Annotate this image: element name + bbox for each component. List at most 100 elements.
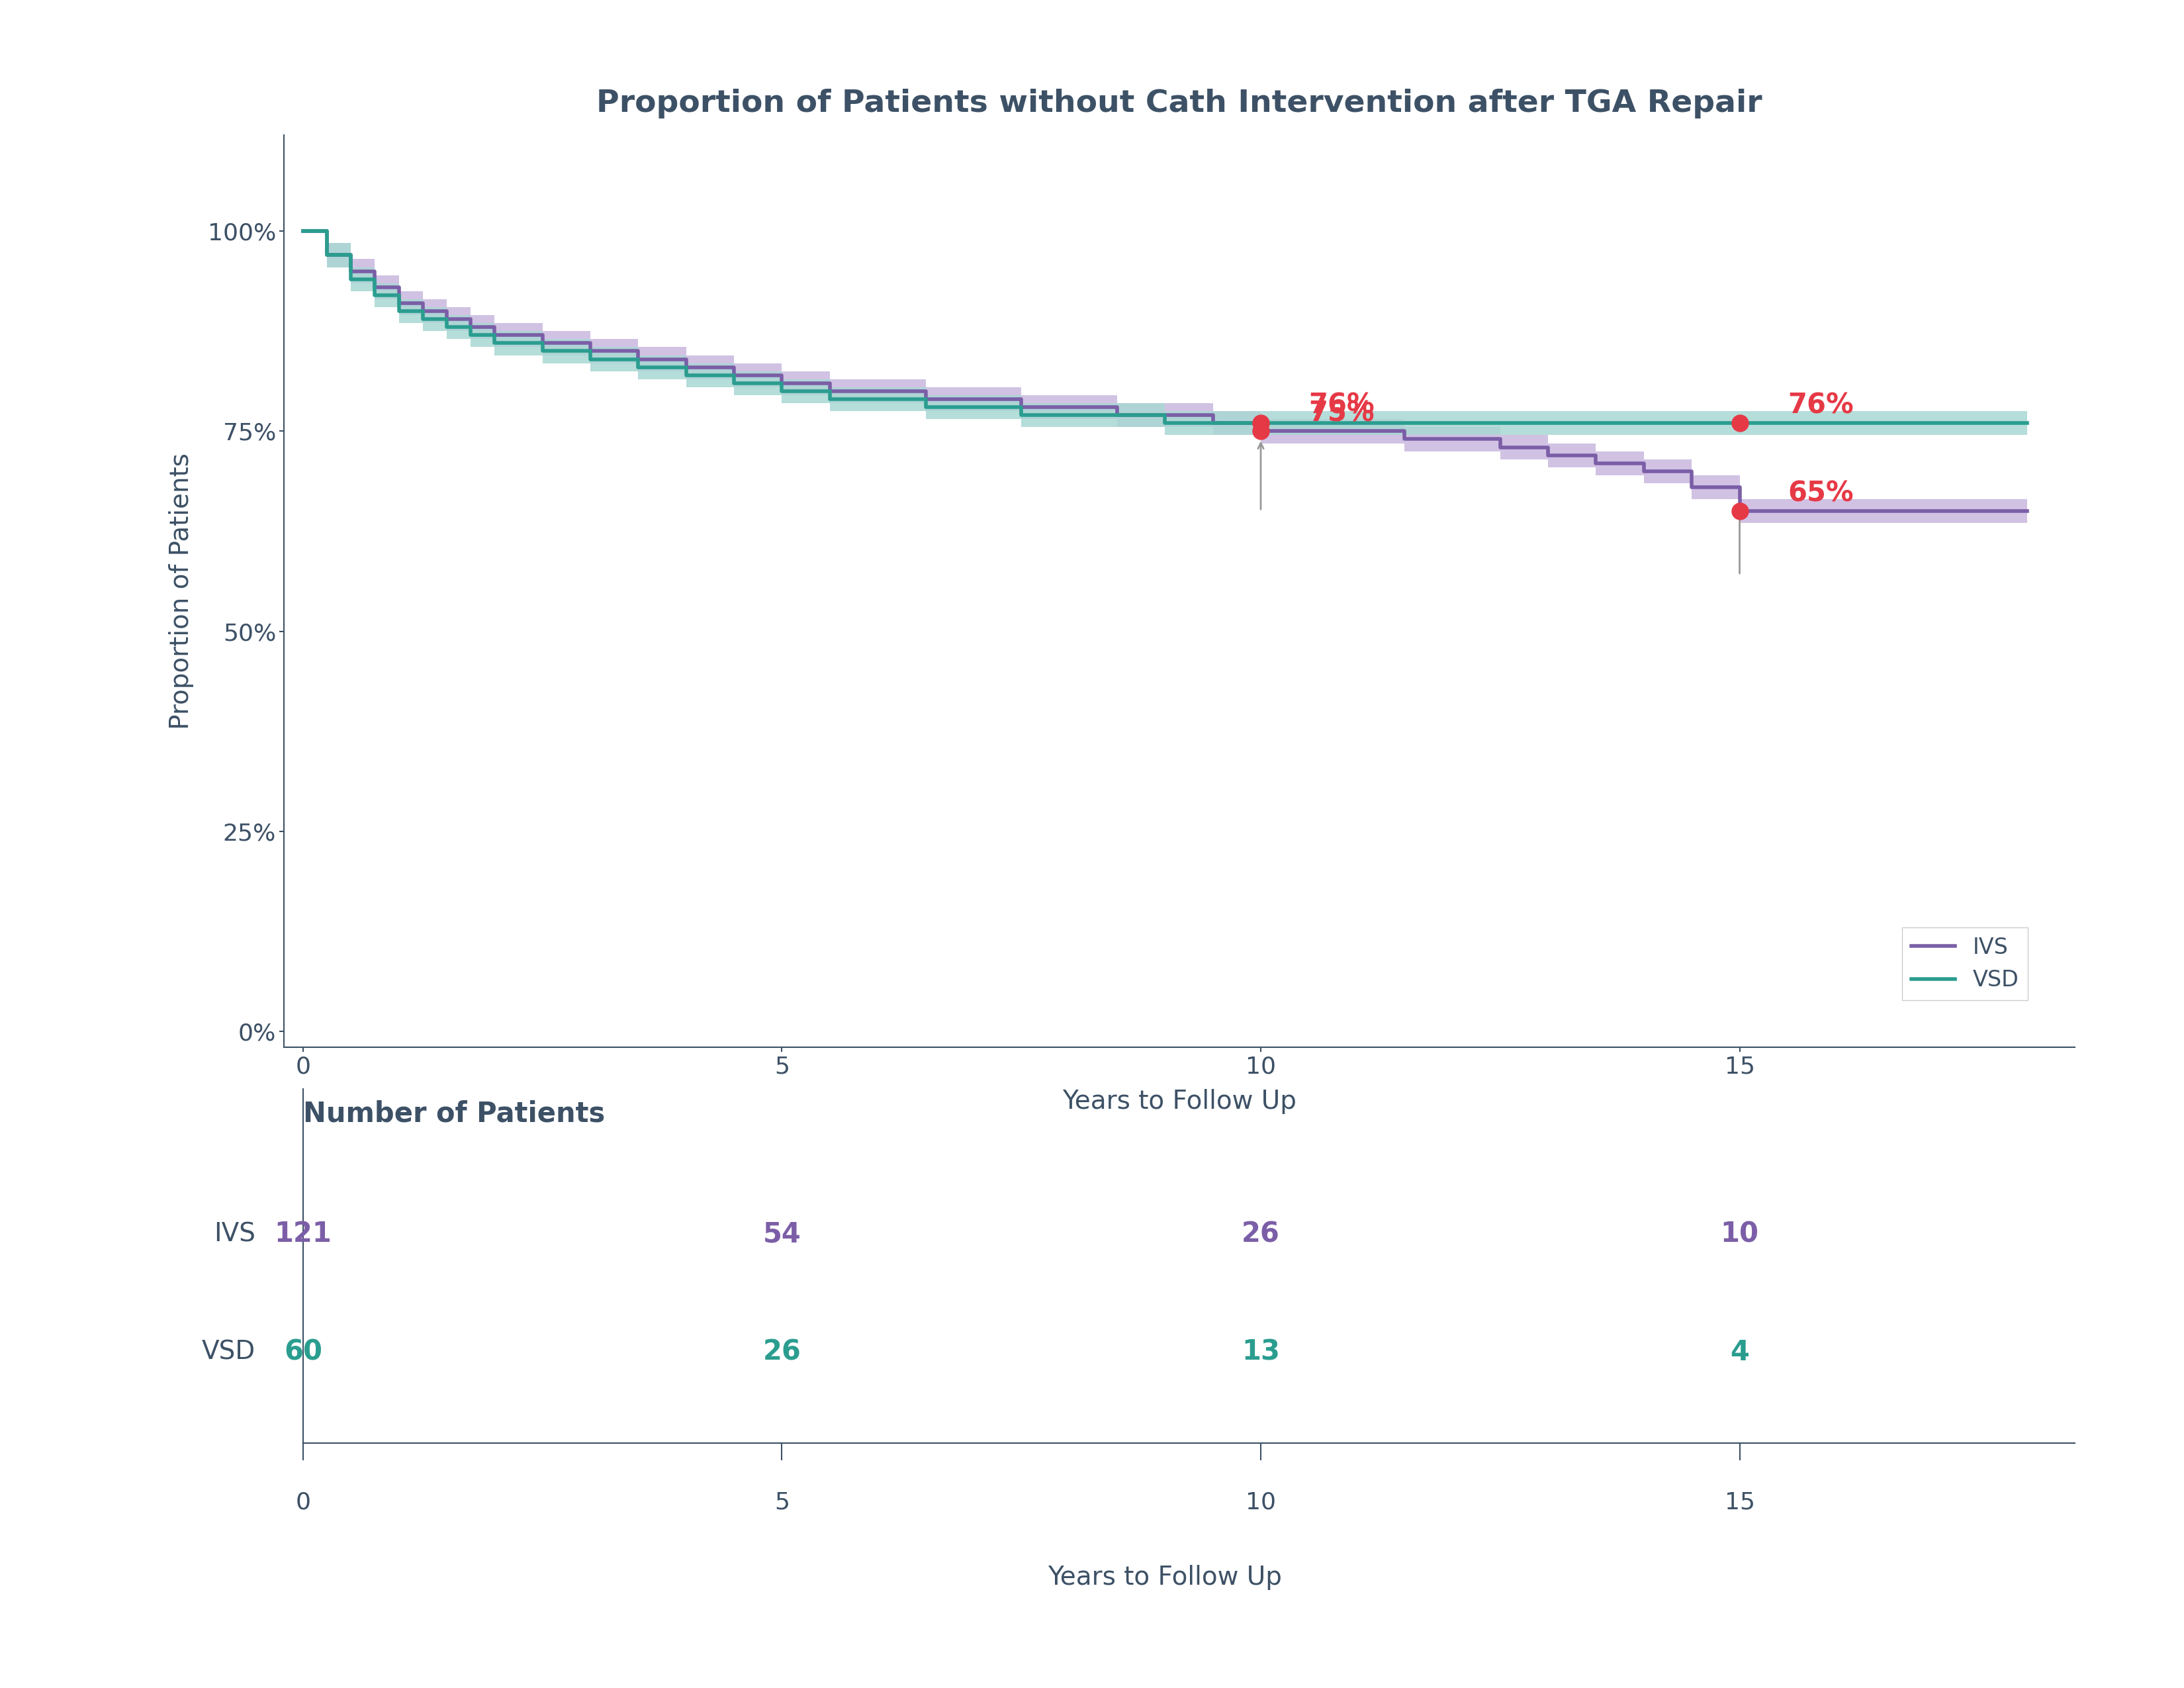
- VSD: [480, 333, 507, 353]
- IVS: [1295, 420, 1321, 441]
- VSD: [625, 358, 651, 378]
- IVS: [1918, 501, 1944, 522]
- IVS: [1103, 405, 1129, 425]
- IVS: [961, 388, 987, 408]
- Title: Proportion of Patients without Cath Intervention after TGA Repair: Proportion of Patients without Cath Inte…: [596, 89, 1762, 118]
- VSD: [769, 381, 795, 402]
- IVS: [1439, 429, 1465, 449]
- IVS: [411, 300, 437, 321]
- VSD: [913, 397, 939, 417]
- IVS: [1247, 420, 1273, 441]
- IVS: [673, 358, 699, 378]
- Line: VSD: VSD: [304, 231, 2027, 424]
- VSD: [411, 309, 437, 329]
- Text: 0: 0: [295, 1491, 310, 1514]
- VSD: [817, 388, 843, 408]
- VSD: [721, 373, 747, 393]
- VSD: [363, 285, 389, 306]
- VSD: [1247, 414, 1273, 434]
- Text: 10: 10: [1245, 1491, 1275, 1514]
- VSD: [459, 326, 485, 346]
- IVS: [817, 381, 843, 402]
- IVS: [1343, 420, 1369, 441]
- Text: 76%: 76%: [1787, 392, 1854, 419]
- VSD: [1009, 405, 1035, 425]
- IVS: [1009, 397, 1035, 417]
- Text: 26: 26: [1243, 1220, 1280, 1247]
- IVS: [363, 277, 389, 297]
- IVS: [769, 373, 795, 393]
- Text: 10: 10: [1721, 1220, 1758, 1247]
- Line: IVS: IVS: [304, 231, 2027, 511]
- VSD: [435, 317, 461, 338]
- IVS: [1391, 429, 1417, 449]
- IVS: [577, 341, 603, 361]
- VSD: [1343, 414, 1369, 434]
- Text: 26: 26: [762, 1339, 802, 1366]
- Text: 60: 60: [284, 1339, 323, 1366]
- IVS: [1057, 397, 1083, 417]
- VSD: [339, 268, 365, 289]
- VSD: [1535, 414, 1562, 434]
- Text: 75%: 75%: [1308, 400, 1374, 427]
- IVS: [913, 388, 939, 408]
- IVS: [435, 309, 461, 329]
- VSD: [314, 245, 341, 265]
- IVS: [2014, 501, 2040, 522]
- IVS: [1870, 501, 1896, 522]
- IVS: [529, 333, 555, 353]
- Y-axis label: Proportion of Patients: Proportion of Patients: [168, 452, 194, 729]
- Text: Years to Follow Up: Years to Follow Up: [1048, 1565, 1282, 1590]
- Text: Number of Patients: Number of Patients: [304, 1101, 605, 1128]
- Text: 5: 5: [775, 1491, 791, 1514]
- VSD: [1057, 405, 1083, 425]
- IVS: [387, 294, 413, 314]
- IVS: [625, 349, 651, 370]
- Text: 121: 121: [275, 1220, 332, 1247]
- IVS: [1535, 446, 1562, 466]
- Legend: IVS, VSD: IVS, VSD: [1902, 928, 2029, 999]
- IVS: [1199, 414, 1225, 434]
- VSD: [387, 300, 413, 321]
- IVS: [1631, 461, 1658, 481]
- IVS: [314, 245, 341, 265]
- VSD: [1151, 414, 1177, 434]
- VSD: [1295, 414, 1321, 434]
- X-axis label: Years to Follow Up: Years to Follow Up: [1061, 1089, 1297, 1114]
- IVS: [459, 317, 485, 338]
- VSD: [1631, 414, 1658, 434]
- VSD: [1103, 405, 1129, 425]
- Text: IVS: IVS: [214, 1222, 256, 1247]
- VSD: [673, 365, 699, 385]
- IVS: [1487, 437, 1514, 457]
- IVS: [480, 326, 507, 346]
- VSD: [2014, 414, 2040, 434]
- IVS: [1151, 405, 1177, 425]
- IVS: [1583, 452, 1610, 473]
- IVS: [1821, 501, 1848, 522]
- IVS: [290, 221, 317, 241]
- VSD: [865, 388, 891, 408]
- VSD: [577, 349, 603, 370]
- VSD: [290, 221, 317, 241]
- IVS: [721, 365, 747, 385]
- IVS: [1728, 501, 1754, 522]
- VSD: [1918, 414, 1944, 434]
- VSD: [1821, 414, 1848, 434]
- IVS: [1679, 478, 1706, 498]
- VSD: [1439, 414, 1465, 434]
- IVS: [865, 381, 891, 402]
- Text: 4: 4: [1730, 1339, 1749, 1366]
- IVS: [339, 262, 365, 282]
- Text: 65%: 65%: [1787, 479, 1854, 506]
- Text: 15: 15: [1725, 1491, 1754, 1514]
- VSD: [1199, 414, 1225, 434]
- Text: 76%: 76%: [1308, 392, 1374, 419]
- Text: 54: 54: [762, 1220, 802, 1247]
- VSD: [961, 397, 987, 417]
- VSD: [1728, 414, 1754, 434]
- Text: 13: 13: [1241, 1339, 1280, 1366]
- Text: VSD: VSD: [201, 1340, 256, 1364]
- VSD: [529, 341, 555, 361]
- IVS: [1773, 501, 1800, 522]
